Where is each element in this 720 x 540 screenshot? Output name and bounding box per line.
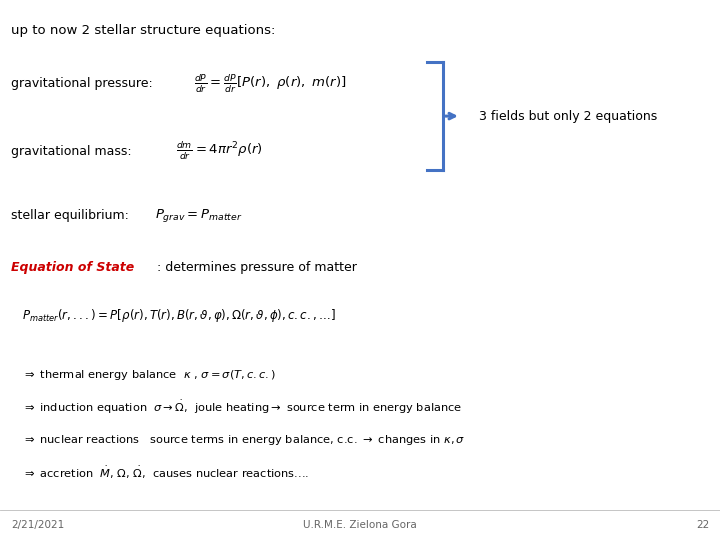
Text: Equation of State: Equation of State [11,261,134,274]
Text: $\frac{dP}{dr} = \frac{dP}{dr}[P(r),\ \rho(r),\ m(r)]$: $\frac{dP}{dr} = \frac{dP}{dr}[P(r),\ \r… [194,73,347,94]
Text: $\Rightarrow$ thermal energy balance  $\kappa$ , $\sigma = \sigma(T, c.c.)$: $\Rightarrow$ thermal energy balance $\k… [22,368,276,382]
Text: 3 fields but only 2 equations: 3 fields but only 2 equations [479,110,657,123]
Text: $\Rightarrow$ induction equation  $\sigma \rightarrow \dot{\Omega}$,  joule heat: $\Rightarrow$ induction equation $\sigma… [22,399,462,416]
Text: up to now 2 stellar structure equations:: up to now 2 stellar structure equations: [11,24,275,37]
Text: U.R.M.E. Zielona Gora: U.R.M.E. Zielona Gora [303,520,417,530]
Text: $\Rightarrow$ accretion  $\dot{M}$, $\Omega$, $\dot{\Omega}$,  causes nuclear re: $\Rightarrow$ accretion $\dot{M}$, $\Ome… [22,464,309,481]
Text: $\frac{dm}{dr} = 4\pi r^2 \rho(r)$: $\frac{dm}{dr} = 4\pi r^2 \rho(r)$ [176,140,263,162]
Text: $\Rightarrow$ nuclear reactions   source terms in energy balance, c.c. $\rightar: $\Rightarrow$ nuclear reactions source t… [22,433,465,447]
Text: : determines pressure of matter: : determines pressure of matter [157,261,357,274]
Text: $P_{matter}(r,...) = P[\rho(r), T(r), B(r,\vartheta,\varphi), \Omega(r,\vartheta: $P_{matter}(r,...) = P[\rho(r), T(r), B(… [22,307,336,325]
Text: gravitational mass:: gravitational mass: [11,145,132,158]
Text: 2/21/2021: 2/21/2021 [11,520,64,530]
Text: stellar equilibrium:: stellar equilibrium: [11,210,129,222]
Text: gravitational pressure:: gravitational pressure: [11,77,153,90]
Text: $P_{grav} = P_{matter}$: $P_{grav} = P_{matter}$ [155,207,242,225]
Text: 22: 22 [696,520,709,530]
